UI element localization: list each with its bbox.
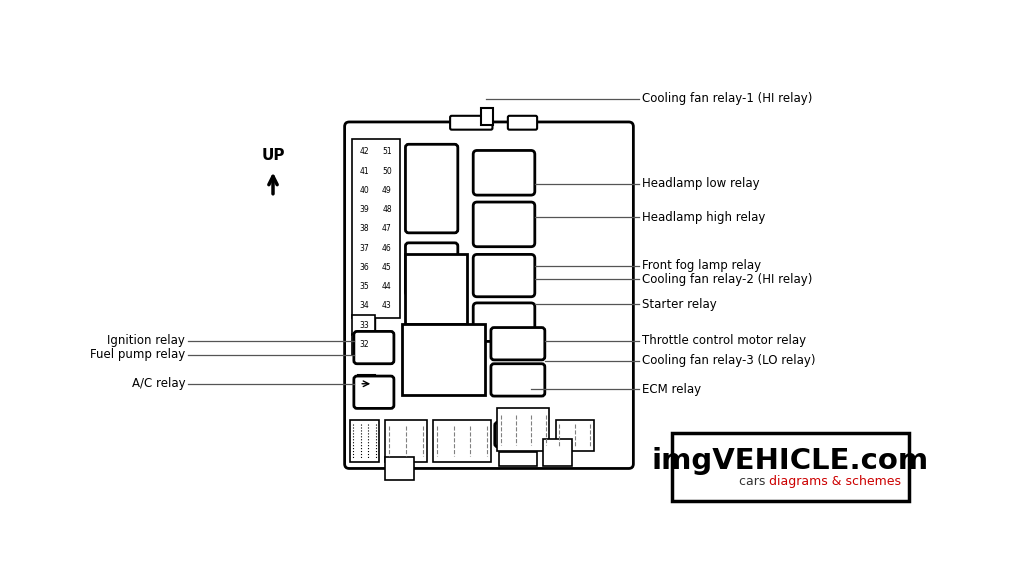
Bar xyxy=(672,433,909,501)
FancyBboxPatch shape xyxy=(345,122,634,469)
Bar xyxy=(377,241,397,256)
Text: 45: 45 xyxy=(382,263,392,272)
Text: 37: 37 xyxy=(359,244,370,253)
Text: ECM relay: ECM relay xyxy=(642,383,701,396)
Text: UP: UP xyxy=(261,148,285,164)
Bar xyxy=(354,337,375,352)
Text: A/C relay: A/C relay xyxy=(132,377,185,390)
Bar xyxy=(377,183,397,198)
Text: Front fog lamp relay: Front fog lamp relay xyxy=(642,259,761,273)
Text: 35: 35 xyxy=(359,282,370,291)
Bar xyxy=(350,420,379,462)
Text: Headlamp low relay: Headlamp low relay xyxy=(642,177,760,190)
Text: 48: 48 xyxy=(382,205,392,214)
Text: 40: 40 xyxy=(359,186,370,195)
Bar xyxy=(377,279,397,295)
Text: 43: 43 xyxy=(382,302,392,310)
Bar xyxy=(351,335,375,354)
FancyBboxPatch shape xyxy=(406,243,458,295)
Bar xyxy=(385,420,427,462)
Text: Headlamp high relay: Headlamp high relay xyxy=(642,211,765,224)
Bar xyxy=(481,108,494,125)
Bar xyxy=(354,144,375,160)
Bar xyxy=(351,316,375,335)
FancyBboxPatch shape xyxy=(508,116,538,130)
Bar xyxy=(354,298,375,314)
FancyBboxPatch shape xyxy=(490,328,545,360)
Bar xyxy=(377,260,397,275)
Bar xyxy=(357,375,375,392)
Bar xyxy=(351,139,400,318)
FancyBboxPatch shape xyxy=(406,144,458,233)
FancyBboxPatch shape xyxy=(354,331,394,364)
Text: 32: 32 xyxy=(359,340,370,349)
Text: cars: cars xyxy=(738,476,769,488)
FancyBboxPatch shape xyxy=(473,150,535,195)
Bar xyxy=(497,408,550,451)
Text: 49: 49 xyxy=(382,186,392,195)
Bar xyxy=(377,202,397,218)
FancyBboxPatch shape xyxy=(490,364,545,396)
Bar xyxy=(556,420,594,451)
Text: 38: 38 xyxy=(359,224,370,234)
FancyBboxPatch shape xyxy=(451,116,493,130)
Bar xyxy=(354,183,375,198)
Text: 51: 51 xyxy=(382,147,392,157)
FancyBboxPatch shape xyxy=(354,376,394,408)
Text: diagrams & schemes: diagrams & schemes xyxy=(769,476,901,488)
Text: 46: 46 xyxy=(382,244,392,253)
Text: Fuel pump relay: Fuel pump relay xyxy=(90,348,185,361)
Bar xyxy=(354,202,375,218)
Bar xyxy=(354,317,375,333)
Bar xyxy=(433,420,490,462)
Text: 50: 50 xyxy=(382,166,392,176)
Text: Throttle control motor relay: Throttle control motor relay xyxy=(642,334,806,347)
FancyBboxPatch shape xyxy=(473,303,535,342)
Bar xyxy=(354,164,375,179)
Text: Cooling fan relay-2 (HI relay): Cooling fan relay-2 (HI relay) xyxy=(642,273,812,285)
Text: 42: 42 xyxy=(359,147,370,157)
Bar xyxy=(377,298,397,314)
Bar xyxy=(543,439,571,466)
Bar xyxy=(377,164,397,179)
Text: Cooling fan relay-1 (HI relay): Cooling fan relay-1 (HI relay) xyxy=(642,92,812,106)
Text: 36: 36 xyxy=(359,263,370,272)
Bar xyxy=(401,324,484,394)
Bar xyxy=(377,144,397,160)
Bar xyxy=(354,260,375,275)
Text: 33: 33 xyxy=(359,321,370,330)
FancyBboxPatch shape xyxy=(473,202,535,246)
FancyBboxPatch shape xyxy=(473,255,535,297)
Text: 44: 44 xyxy=(382,282,392,291)
FancyBboxPatch shape xyxy=(495,422,535,447)
Text: 39: 39 xyxy=(359,205,370,214)
Bar xyxy=(385,457,414,480)
Text: imgVEHICLE.com: imgVEHICLE.com xyxy=(652,448,929,476)
Bar xyxy=(406,255,467,324)
Text: Starter relay: Starter relay xyxy=(642,298,717,311)
Text: Cooling fan relay-3 (LO relay): Cooling fan relay-3 (LO relay) xyxy=(642,354,815,367)
Text: 34: 34 xyxy=(359,302,370,310)
Bar xyxy=(499,452,538,466)
Bar xyxy=(354,279,375,295)
Bar xyxy=(354,222,375,237)
Bar xyxy=(354,241,375,256)
Text: Ignition relay: Ignition relay xyxy=(108,334,185,347)
Text: 41: 41 xyxy=(359,166,370,176)
Text: 47: 47 xyxy=(382,224,392,234)
Bar xyxy=(377,222,397,237)
